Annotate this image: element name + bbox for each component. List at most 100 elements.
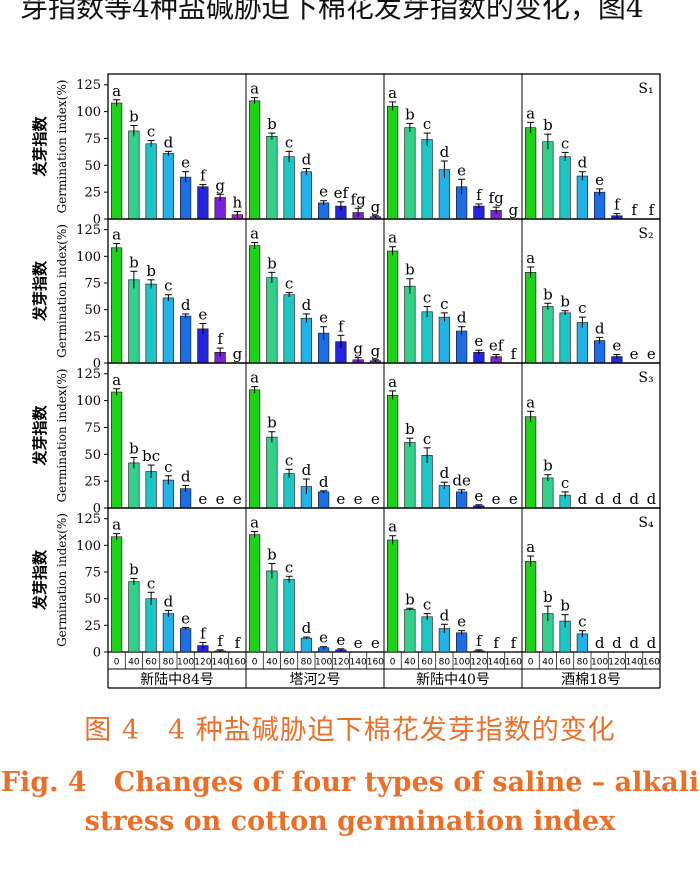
x-tick-label: 160 (229, 658, 246, 668)
significance-letter: e (319, 183, 328, 201)
significance-letter: d (164, 592, 174, 610)
bar (180, 628, 192, 653)
significance-letter: e (216, 490, 225, 508)
significance-letter: a (526, 249, 535, 267)
x-tick-label: 80 (301, 658, 313, 668)
significance-letter: b (543, 588, 553, 606)
bar (387, 250, 399, 364)
y-tick-label: 0 (93, 502, 101, 517)
y-axis-label-en: Germination index(%) (55, 369, 69, 503)
bar (283, 156, 295, 220)
x-tick-label: 0 (390, 658, 396, 668)
bar (214, 197, 226, 220)
bar (421, 455, 433, 509)
group-label-3: 新陆中40号 (416, 672, 490, 688)
significance-letter: d (629, 634, 639, 652)
significance-letter: b (543, 457, 553, 475)
x-tick-label: 120 (332, 658, 349, 668)
significance-letter: b (405, 420, 415, 438)
x-tick-label: 140 (212, 658, 229, 668)
y-tick-label: 100 (76, 539, 101, 554)
significance-letter: b (129, 440, 139, 458)
significance-letter: a (388, 518, 397, 536)
bar (249, 534, 261, 653)
bar (404, 285, 416, 364)
significance-letter: d (440, 606, 450, 624)
x-tick-label: 40 (542, 658, 554, 668)
significance-letter: c (147, 123, 155, 141)
x-tick-label: 160 (505, 658, 522, 668)
significance-letter: fg (489, 189, 505, 207)
bar (180, 176, 192, 220)
significance-letter: h (233, 193, 243, 211)
significance-letter: bc (142, 447, 160, 465)
y-tick-label: 25 (84, 475, 101, 490)
significance-letter: f (511, 634, 518, 652)
bar (594, 340, 606, 364)
bar (318, 202, 330, 220)
y-tick-label: 100 (76, 250, 101, 265)
x-tick-label: 160 (367, 658, 384, 668)
significance-letter: e (181, 609, 190, 627)
bar (421, 139, 433, 220)
significance-letter: c (578, 613, 586, 631)
significance-letter: d (612, 634, 622, 652)
bar (404, 442, 416, 509)
significance-letter: a (526, 538, 535, 556)
significance-letter: e (319, 629, 328, 647)
bar (576, 175, 588, 220)
y-tick-label: 100 (76, 105, 101, 120)
x-tick-label: 140 (350, 658, 367, 668)
significance-letter: e (612, 336, 621, 354)
significance-letter: c (423, 430, 431, 448)
significance-letter: d (302, 461, 312, 479)
x-tick-label: 100 (453, 658, 470, 668)
panel-2: 0 25 50 75 100 125 发芽指数 Germination index(%) S₂ a… (31, 218, 661, 372)
significance-letter: f (493, 634, 500, 652)
significance-letter: a (250, 369, 259, 387)
significance-letter: f (338, 317, 345, 335)
x-tick-label: 40 (266, 658, 278, 668)
x-tick-label: 60 (559, 658, 571, 668)
bar (421, 311, 433, 364)
bar (559, 156, 571, 220)
significance-letter: g (233, 345, 243, 363)
significance-letter: c (423, 596, 431, 614)
significance-letter: f (200, 624, 207, 642)
bar (300, 317, 312, 364)
y-axis-label-zh: 发芽指数 (31, 116, 49, 178)
significance-letter: d (181, 467, 191, 485)
y-tick-label: 50 (84, 448, 101, 463)
bar (456, 330, 468, 364)
significance-letter: c (164, 277, 172, 295)
bar (266, 436, 278, 509)
significance-letter: e (647, 345, 656, 363)
significance-letter: f (631, 201, 638, 219)
bar (525, 127, 537, 220)
x-tick-label: 80 (163, 658, 175, 668)
significance-letter: e (474, 487, 483, 505)
bar (283, 473, 295, 509)
significance-letter: b (543, 285, 553, 303)
bar (249, 245, 261, 364)
bar (594, 191, 606, 220)
x-tick-label: 120 (608, 658, 625, 668)
significance-letter: f (217, 632, 224, 650)
x-tick-label: 60 (145, 658, 157, 668)
bar (249, 100, 261, 220)
figure-caption-zh: 图 4 4 种盐碱胁迫下棉花发芽指数的变化 (84, 715, 616, 746)
x-tick-label: 40 (404, 658, 416, 668)
y-tick-label: 100 (76, 394, 101, 409)
significance-letter: c (440, 295, 448, 313)
significance-letter: b (267, 115, 277, 133)
significance-letter: e (336, 631, 345, 649)
significance-letter: a (388, 229, 397, 247)
significance-letter: d (440, 143, 450, 161)
bar (162, 613, 174, 653)
significance-letter: a (250, 513, 259, 531)
significance-letter: e (492, 490, 501, 508)
y-axis-label-en: Germination index(%) (55, 513, 69, 647)
bar (456, 491, 468, 509)
significance-letter: f (200, 167, 207, 185)
significance-letter: d (181, 296, 191, 314)
